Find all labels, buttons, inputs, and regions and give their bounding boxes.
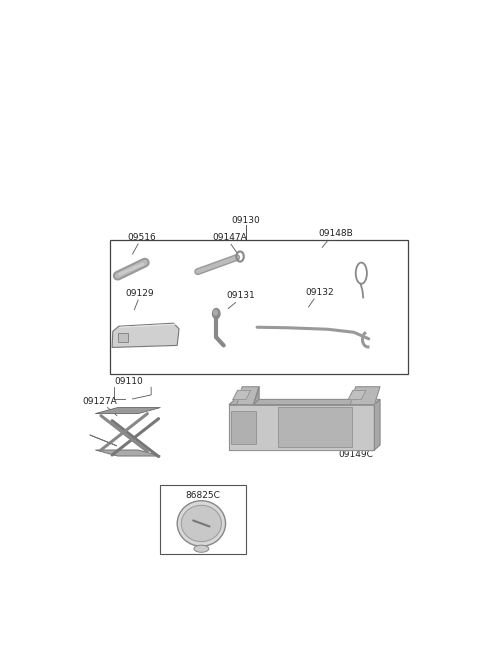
Polygon shape xyxy=(233,390,251,400)
Circle shape xyxy=(214,310,217,315)
Polygon shape xyxy=(96,407,160,414)
Text: 09130: 09130 xyxy=(232,216,260,225)
Ellipse shape xyxy=(177,501,226,546)
Bar xyxy=(110,240,408,374)
Text: 09131: 09131 xyxy=(227,291,255,300)
Polygon shape xyxy=(90,435,117,446)
Text: 09149C: 09149C xyxy=(338,450,373,459)
Polygon shape xyxy=(374,400,380,450)
Text: 09110: 09110 xyxy=(114,377,143,386)
Polygon shape xyxy=(348,390,366,400)
Polygon shape xyxy=(229,405,374,450)
Bar xyxy=(160,485,246,554)
Ellipse shape xyxy=(194,545,209,552)
Text: 09127A: 09127A xyxy=(83,396,118,405)
Bar xyxy=(277,407,352,447)
Ellipse shape xyxy=(181,505,221,542)
Text: 09516: 09516 xyxy=(128,234,156,242)
Bar xyxy=(231,411,256,444)
Bar xyxy=(118,333,128,342)
Polygon shape xyxy=(229,400,380,405)
Polygon shape xyxy=(96,450,160,456)
Circle shape xyxy=(213,308,220,319)
Text: 86825C: 86825C xyxy=(186,491,221,501)
Text: 09147A: 09147A xyxy=(212,234,247,242)
Polygon shape xyxy=(253,387,259,405)
Text: 09129: 09129 xyxy=(126,289,154,298)
Text: 09132: 09132 xyxy=(305,288,334,297)
Text: 09148B: 09148B xyxy=(318,230,353,238)
Polygon shape xyxy=(237,387,259,405)
Polygon shape xyxy=(112,323,179,348)
Polygon shape xyxy=(350,387,380,405)
